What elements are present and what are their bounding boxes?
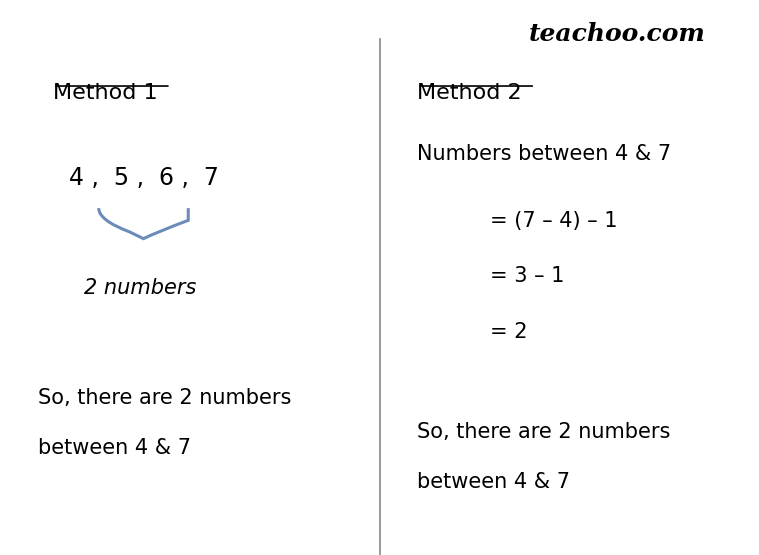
Text: Method 1: Method 1	[53, 83, 158, 103]
Text: between 4 & 7: between 4 & 7	[38, 438, 191, 458]
Text: = (7 – 4) – 1: = (7 – 4) – 1	[490, 211, 617, 231]
Text: = 2: = 2	[490, 322, 527, 342]
Text: So, there are 2 numbers: So, there are 2 numbers	[417, 422, 671, 442]
Text: So, there are 2 numbers: So, there are 2 numbers	[38, 388, 291, 408]
Text: = 3 – 1: = 3 – 1	[490, 266, 564, 286]
Text: teachoo.com: teachoo.com	[529, 22, 706, 46]
Text: 2 numbers: 2 numbers	[84, 278, 197, 297]
Text: Numbers between 4 & 7: Numbers between 4 & 7	[417, 144, 672, 164]
Text: Method 2: Method 2	[417, 83, 522, 103]
Text: 4 ,  5 ,  6 ,  7: 4 , 5 , 6 , 7	[69, 166, 219, 190]
Text: between 4 & 7: between 4 & 7	[417, 472, 571, 492]
